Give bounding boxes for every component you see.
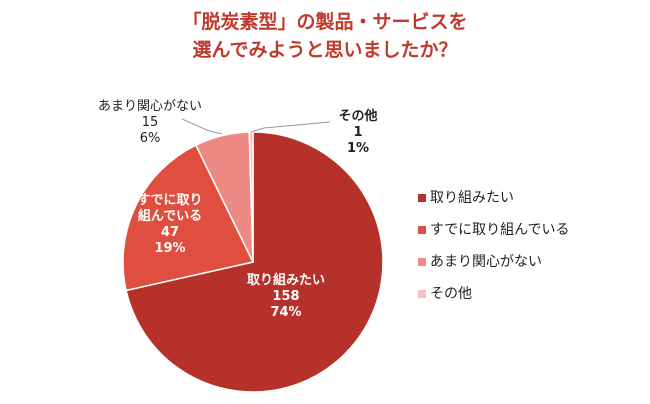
leader-line-4: [251, 121, 331, 133]
data-label-1-line-3: 74%: [270, 305, 301, 320]
legend-swatch-1: [418, 194, 426, 202]
chart-title: 「脱炭素型」の製品・サービスを 選んでみようと思いましたか？: [0, 8, 650, 64]
data-label-4-line-3: 1%: [347, 141, 369, 156]
data-label-1-line-1: 取り組みたい: [247, 272, 325, 288]
data-label-1-line-2: 158: [272, 289, 299, 304]
data-label-2-line-2: 組んでいる: [138, 208, 202, 224]
data-label-4-line-1: その他: [338, 108, 377, 124]
legend-swatch-3: [418, 258, 426, 266]
legend-label-3: あまり関心がない: [430, 254, 542, 270]
pie-slice-1: [125, 131, 384, 393]
legend-swatch-4: [418, 290, 426, 298]
chart-title-line-2: 選んでみようと思いましたか？: [192, 39, 458, 61]
leader-line-3: [181, 118, 222, 135]
data-label-3-line-1: あまり関心がない: [98, 99, 202, 114]
legend-swatch-2: [418, 226, 426, 234]
data-label-2-line-4: 19%: [154, 241, 185, 256]
legend-label-4: その他: [430, 286, 472, 302]
data-label-4-line-2: 1: [353, 125, 362, 140]
pie-slice-2: [122, 144, 255, 292]
data-label-3-line-3: 6%: [140, 131, 161, 146]
data-label-2-line-3: 47: [161, 225, 179, 240]
data-label-3-line-2: 15: [142, 115, 159, 130]
legend-label-2: すでに取り組んでいる: [430, 222, 569, 238]
legend-label-1: 取り組みたい: [430, 190, 514, 206]
chart-title-line-1: 「脱炭素型」の製品・サービスを: [182, 11, 468, 33]
data-label-2-line-1: すでに取り: [137, 193, 202, 208]
